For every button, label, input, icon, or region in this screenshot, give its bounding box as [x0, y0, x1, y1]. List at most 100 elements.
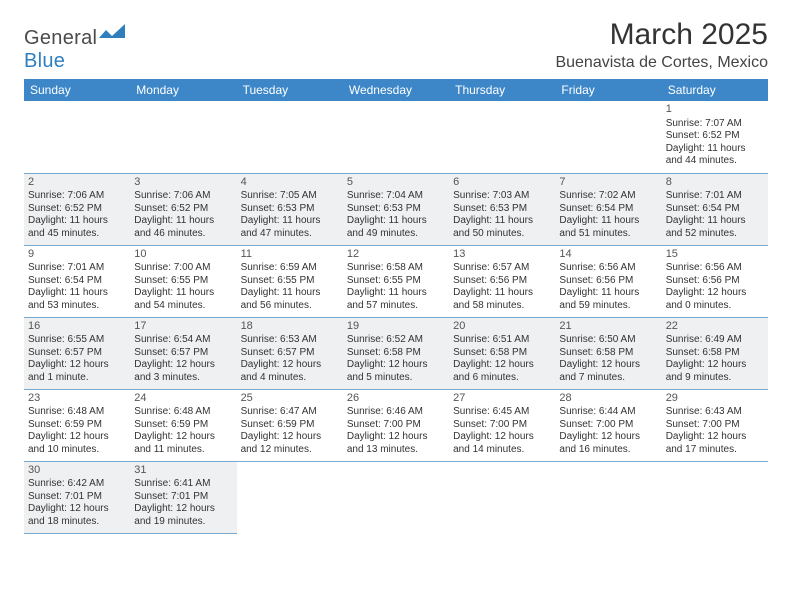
cell-sunrise: Sunrise: 7:01 AM: [28, 262, 126, 275]
calendar-cell: 23Sunrise: 6:48 AMSunset: 6:59 PMDayligh…: [24, 389, 130, 461]
cell-daylight1: Daylight: 11 hours: [347, 287, 445, 300]
cell-daylight2: and 16 minutes.: [559, 444, 657, 457]
cell-sunrise: Sunrise: 6:53 AM: [241, 334, 339, 347]
cell-sunrise: Sunrise: 6:43 AM: [666, 406, 764, 419]
calendar-cell: 28Sunrise: 6:44 AMSunset: 7:00 PMDayligh…: [555, 389, 661, 461]
page-title: March 2025: [555, 18, 768, 52]
cell-sunset: Sunset: 6:56 PM: [453, 275, 551, 288]
day-number: 20: [453, 320, 551, 334]
day-header: Monday: [130, 79, 236, 101]
cell-sunrise: Sunrise: 7:05 AM: [241, 190, 339, 203]
cell-daylight2: and 13 minutes.: [347, 444, 445, 457]
cell-daylight1: Daylight: 11 hours: [559, 287, 657, 300]
cell-sunrise: Sunrise: 6:49 AM: [666, 334, 764, 347]
logo-text-1: General: [24, 27, 97, 49]
cell-sunrise: Sunrise: 6:50 AM: [559, 334, 657, 347]
cell-sunset: Sunset: 7:00 PM: [453, 419, 551, 432]
day-header: Sunday: [24, 79, 130, 101]
calendar-cell: 4Sunrise: 7:05 AMSunset: 6:53 PMDaylight…: [237, 173, 343, 245]
day-number: 29: [666, 392, 764, 406]
cell-daylight2: and 56 minutes.: [241, 300, 339, 313]
calendar-table: SundayMondayTuesdayWednesdayThursdayFrid…: [24, 79, 768, 534]
cell-daylight2: and 53 minutes.: [28, 300, 126, 313]
cell-daylight1: Daylight: 11 hours: [666, 215, 764, 228]
day-header: Tuesday: [237, 79, 343, 101]
day-number: 31: [134, 464, 232, 478]
calendar-row: 23Sunrise: 6:48 AMSunset: 6:59 PMDayligh…: [24, 389, 768, 461]
cell-daylight1: Daylight: 11 hours: [28, 215, 126, 228]
cell-daylight1: Daylight: 11 hours: [666, 143, 764, 156]
calendar-cell: 20Sunrise: 6:51 AMSunset: 6:58 PMDayligh…: [449, 317, 555, 389]
cell-sunrise: Sunrise: 7:00 AM: [134, 262, 232, 275]
cell-sunset: Sunset: 6:59 PM: [241, 419, 339, 432]
cell-daylight1: Daylight: 11 hours: [134, 287, 232, 300]
cell-daylight2: and 49 minutes.: [347, 228, 445, 241]
day-number: 6: [453, 176, 551, 190]
calendar-row: 9Sunrise: 7:01 AMSunset: 6:54 PMDaylight…: [24, 245, 768, 317]
calendar-cell: [449, 461, 555, 533]
day-header: Saturday: [662, 79, 768, 101]
cell-daylight2: and 11 minutes.: [134, 444, 232, 457]
cell-sunset: Sunset: 6:55 PM: [241, 275, 339, 288]
calendar-cell: [343, 101, 449, 173]
cell-daylight2: and 45 minutes.: [28, 228, 126, 241]
cell-sunrise: Sunrise: 6:44 AM: [559, 406, 657, 419]
cell-daylight1: Daylight: 12 hours: [134, 359, 232, 372]
day-header: Thursday: [449, 79, 555, 101]
calendar-cell: [237, 101, 343, 173]
calendar-cell: [24, 101, 130, 173]
cell-daylight2: and 54 minutes.: [134, 300, 232, 313]
cell-daylight2: and 1 minute.: [28, 372, 126, 385]
cell-daylight1: Daylight: 11 hours: [453, 215, 551, 228]
calendar-cell: 7Sunrise: 7:02 AMSunset: 6:54 PMDaylight…: [555, 173, 661, 245]
cell-sunset: Sunset: 7:01 PM: [28, 491, 126, 504]
calendar-cell: 11Sunrise: 6:59 AMSunset: 6:55 PMDayligh…: [237, 245, 343, 317]
calendar-row: 16Sunrise: 6:55 AMSunset: 6:57 PMDayligh…: [24, 317, 768, 389]
day-number: 14: [559, 248, 657, 262]
cell-daylight2: and 50 minutes.: [453, 228, 551, 241]
cell-sunrise: Sunrise: 7:01 AM: [666, 190, 764, 203]
cell-daylight2: and 58 minutes.: [453, 300, 551, 313]
calendar-cell: 6Sunrise: 7:03 AMSunset: 6:53 PMDaylight…: [449, 173, 555, 245]
calendar-cell: 31Sunrise: 6:41 AMSunset: 7:01 PMDayligh…: [130, 461, 236, 533]
cell-sunset: Sunset: 6:53 PM: [241, 203, 339, 216]
day-number: 9: [28, 248, 126, 262]
cell-sunset: Sunset: 6:53 PM: [453, 203, 551, 216]
day-number: 22: [666, 320, 764, 334]
day-number: 15: [666, 248, 764, 262]
cell-sunset: Sunset: 6:58 PM: [453, 347, 551, 360]
calendar-cell: 1Sunrise: 7:07 AMSunset: 6:52 PMDaylight…: [662, 101, 768, 173]
logo-text: GeneralBlue: [24, 24, 125, 73]
day-number: 27: [453, 392, 551, 406]
cell-sunrise: Sunrise: 6:51 AM: [453, 334, 551, 347]
cell-sunrise: Sunrise: 6:48 AM: [134, 406, 232, 419]
cell-daylight1: Daylight: 12 hours: [241, 359, 339, 372]
cell-sunrise: Sunrise: 6:57 AM: [453, 262, 551, 275]
cell-sunset: Sunset: 6:57 PM: [241, 347, 339, 360]
cell-daylight2: and 9 minutes.: [666, 372, 764, 385]
calendar-cell: [130, 101, 236, 173]
cell-sunrise: Sunrise: 6:56 AM: [559, 262, 657, 275]
calendar-cell: [449, 101, 555, 173]
cell-daylight2: and 7 minutes.: [559, 372, 657, 385]
calendar-cell: 30Sunrise: 6:42 AMSunset: 7:01 PMDayligh…: [24, 461, 130, 533]
cell-daylight2: and 47 minutes.: [241, 228, 339, 241]
day-number: 21: [559, 320, 657, 334]
location-subtitle: Buenavista de Cortes, Mexico: [555, 54, 768, 72]
cell-sunset: Sunset: 6:53 PM: [347, 203, 445, 216]
cell-sunrise: Sunrise: 7:03 AM: [453, 190, 551, 203]
cell-sunset: Sunset: 6:59 PM: [28, 419, 126, 432]
day-number: 11: [241, 248, 339, 262]
cell-daylight1: Daylight: 12 hours: [28, 503, 126, 516]
calendar-body: 1Sunrise: 7:07 AMSunset: 6:52 PMDaylight…: [24, 101, 768, 533]
cell-daylight1: Daylight: 12 hours: [28, 431, 126, 444]
cell-sunrise: Sunrise: 6:54 AM: [134, 334, 232, 347]
calendar-cell: 2Sunrise: 7:06 AMSunset: 6:52 PMDaylight…: [24, 173, 130, 245]
cell-sunset: Sunset: 6:55 PM: [134, 275, 232, 288]
calendar-row: 30Sunrise: 6:42 AMSunset: 7:01 PMDayligh…: [24, 461, 768, 533]
cell-daylight1: Daylight: 12 hours: [241, 431, 339, 444]
cell-sunrise: Sunrise: 6:42 AM: [28, 478, 126, 491]
calendar-cell: 15Sunrise: 6:56 AMSunset: 6:56 PMDayligh…: [662, 245, 768, 317]
cell-sunrise: Sunrise: 6:56 AM: [666, 262, 764, 275]
cell-daylight2: and 18 minutes.: [28, 516, 126, 529]
